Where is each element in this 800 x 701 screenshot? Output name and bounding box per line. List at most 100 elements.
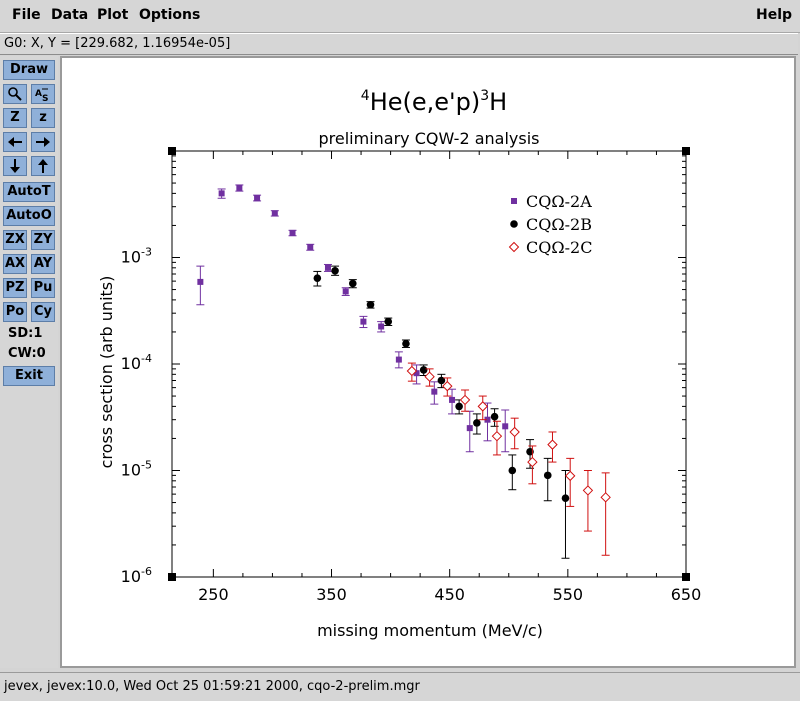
plot-canvas[interactable]: 4He(e,e'p)3H preliminary CQW-2 analysis … bbox=[60, 56, 796, 668]
x-tick-label: 350 bbox=[316, 585, 347, 604]
cw-indicator: CW:0 bbox=[8, 346, 46, 361]
zx-button[interactable]: ZX bbox=[3, 230, 27, 250]
chart: 4He(e,e'p)3H preliminary CQW-2 analysis … bbox=[97, 88, 702, 640]
legend-label: CQΩ-2A bbox=[526, 192, 592, 211]
data-point bbox=[236, 184, 243, 191]
data-point bbox=[502, 423, 509, 430]
data-point bbox=[442, 380, 453, 392]
arrow-up-icon bbox=[38, 159, 48, 173]
zoom-in-button[interactable]: Z bbox=[3, 108, 27, 128]
data-point bbox=[324, 264, 331, 271]
pan-right-button[interactable] bbox=[31, 132, 55, 152]
data-point bbox=[582, 485, 594, 496]
status-bar: jevex, jevex:10.0, Wed Oct 25 01:59:21 2… bbox=[0, 672, 800, 701]
data-point bbox=[466, 425, 473, 432]
data-point bbox=[424, 371, 435, 382]
x-tick-label: 650 bbox=[671, 585, 702, 604]
data-point bbox=[271, 210, 278, 217]
reaction-product: H bbox=[489, 88, 507, 116]
reaction-body: He(e,e'p) bbox=[370, 88, 481, 116]
tool-panel: Draw A S Z z bbox=[0, 56, 58, 668]
arrow-right-icon bbox=[36, 137, 50, 147]
pan-up-button[interactable] bbox=[31, 156, 55, 176]
data-point bbox=[509, 426, 520, 438]
data-point bbox=[473, 419, 481, 427]
sd-indicator: SD:1 bbox=[8, 326, 43, 341]
coordinate-readout: G0: X, Y = [229.682, 1.16954e-05] bbox=[4, 36, 231, 51]
menu-data[interactable]: Data bbox=[51, 7, 89, 23]
data-point bbox=[491, 430, 503, 442]
exit-button[interactable]: Exit bbox=[3, 366, 55, 386]
svg-text:A: A bbox=[35, 89, 42, 99]
data-point bbox=[508, 466, 517, 475]
data-point bbox=[218, 190, 225, 197]
data-point bbox=[431, 388, 438, 395]
plot-frame bbox=[171, 150, 687, 578]
data-point bbox=[254, 195, 261, 202]
data-point bbox=[360, 318, 367, 325]
legend-label: CQΩ-2C bbox=[526, 238, 592, 257]
status-text: jevex, jevex:10.0, Wed Oct 25 01:59:21 2… bbox=[4, 679, 420, 694]
data-point bbox=[437, 376, 446, 385]
ay-button[interactable]: AY bbox=[31, 254, 55, 274]
x-tick-label: 550 bbox=[553, 585, 584, 604]
data-point bbox=[459, 394, 471, 406]
menu-options[interactable]: Options bbox=[139, 7, 201, 23]
auto-t-button[interactable]: AutoT bbox=[3, 182, 55, 202]
data-point bbox=[527, 456, 538, 468]
data-point bbox=[600, 492, 611, 503]
data-point bbox=[395, 356, 402, 363]
legend-marker bbox=[510, 220, 518, 228]
data-point bbox=[384, 317, 393, 326]
auto-o-button[interactable]: AutoO bbox=[3, 206, 55, 226]
data-point bbox=[455, 402, 463, 411]
y-tick-label: 10-6 bbox=[121, 565, 152, 586]
y-axis-label: cross section (arb units) bbox=[97, 276, 116, 469]
cy-button[interactable]: Cy bbox=[31, 302, 55, 322]
pu-button[interactable]: Pu bbox=[31, 278, 55, 298]
y-tick-label: 10-3 bbox=[121, 246, 152, 267]
data-point bbox=[561, 494, 570, 502]
data-point bbox=[419, 366, 428, 374]
text-tool-icon: A S bbox=[35, 88, 48, 102]
data-point bbox=[331, 267, 339, 275]
data-point bbox=[543, 471, 552, 480]
magnify-button[interactable] bbox=[3, 84, 27, 104]
menu-bar: File Data Plot Options Help bbox=[0, 0, 800, 33]
x-axis-label: missing momentum (MeV/c) bbox=[317, 621, 543, 640]
data-point bbox=[413, 370, 420, 377]
data-point bbox=[449, 396, 456, 403]
pan-left-button[interactable] bbox=[3, 132, 27, 152]
pz-button[interactable]: PZ bbox=[3, 278, 27, 298]
menu-plot[interactable]: Plot bbox=[97, 7, 129, 23]
legend-label: CQΩ-2B bbox=[526, 215, 592, 234]
zy-button[interactable]: ZY bbox=[31, 230, 55, 250]
menu-help[interactable]: Help bbox=[756, 7, 793, 23]
data-point bbox=[378, 323, 385, 330]
po-button[interactable]: Po bbox=[3, 302, 27, 322]
ax-button[interactable]: AX bbox=[3, 254, 27, 274]
chart-title: preliminary CQW-2 analysis bbox=[319, 129, 540, 148]
y-tick-label: 10-4 bbox=[121, 352, 152, 373]
data-point bbox=[477, 401, 488, 412]
magnifier-icon bbox=[8, 87, 22, 101]
data-point bbox=[484, 416, 491, 423]
legend-marker bbox=[508, 241, 520, 253]
data-point bbox=[197, 278, 204, 285]
data-point bbox=[342, 288, 349, 295]
data-point bbox=[366, 300, 375, 309]
arrow-left-icon bbox=[8, 137, 22, 147]
menu-file[interactable]: File bbox=[12, 7, 41, 23]
data-point bbox=[547, 439, 558, 450]
data-point bbox=[307, 244, 314, 251]
data-point bbox=[406, 365, 418, 377]
text-tool-button[interactable]: A S bbox=[31, 84, 55, 104]
draw-button[interactable]: Draw bbox=[3, 60, 55, 80]
pan-down-button[interactable] bbox=[3, 156, 27, 176]
corner-handle bbox=[168, 147, 176, 155]
x-tick-label: 450 bbox=[434, 585, 465, 604]
data-point bbox=[348, 279, 357, 288]
zoom-out-button[interactable]: z bbox=[31, 108, 55, 128]
data-point bbox=[564, 470, 576, 482]
reaction-mass-a: 4 bbox=[361, 88, 370, 104]
